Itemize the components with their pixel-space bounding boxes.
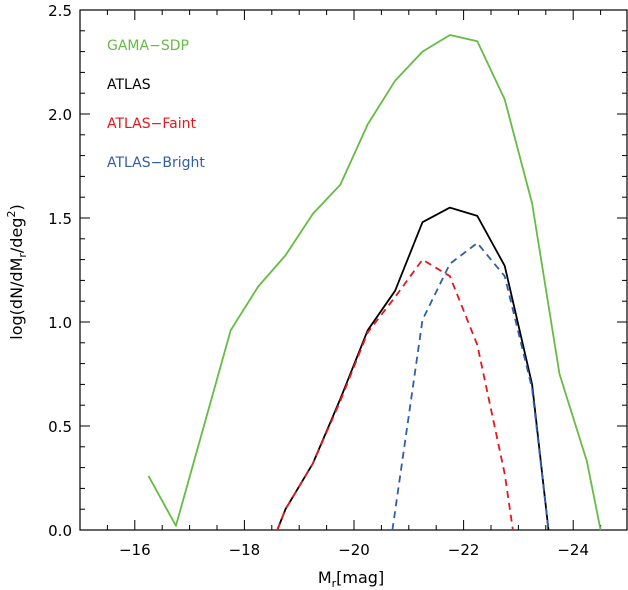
x-tick-label: −18: [229, 541, 261, 559]
y-tick-label: 1.5: [48, 210, 72, 228]
plot-frame: [79, 9, 628, 531]
legend-entry-2: ATLAS: [107, 77, 151, 93]
y-tick-label: 2.0: [48, 106, 72, 124]
series-line-3: [276, 258, 514, 531]
x-tick-label: −24: [557, 541, 589, 559]
y-tick-label: 0.5: [48, 418, 72, 436]
legend-entry-4: ATLAS−Bright: [107, 155, 205, 171]
legend: GAMA−SDP ATLAS ATLAS−Faint ATLAS−Bright: [107, 38, 205, 171]
series-line-2: [276, 206, 550, 531]
y-tick-label: 0.0: [48, 522, 72, 540]
legend-entry-1: GAMA−SDP: [107, 38, 189, 54]
series-line-1: [147, 34, 602, 531]
x-tick-label: −16: [119, 541, 151, 559]
series-layer: [147, 34, 602, 531]
x-axis-label: Mr[mag]: [318, 568, 384, 590]
y-axis-label: log(dN/dMr/deg2): [5, 204, 29, 339]
plot-border: [79, 9, 628, 531]
axis-ticks: −16 −18 −20 −22 −24 0.0 0.5 1.0 1.5 2.0 2.5: [48, 2, 627, 559]
series-line-4: [391, 242, 550, 531]
y-tick-label: 2.5: [48, 2, 72, 20]
x-tick-label: −20: [338, 541, 370, 559]
legend-entry-3: ATLAS−Faint: [107, 116, 196, 132]
y-tick-label: 1.0: [48, 314, 72, 332]
x-tick-label: −22: [448, 541, 480, 559]
